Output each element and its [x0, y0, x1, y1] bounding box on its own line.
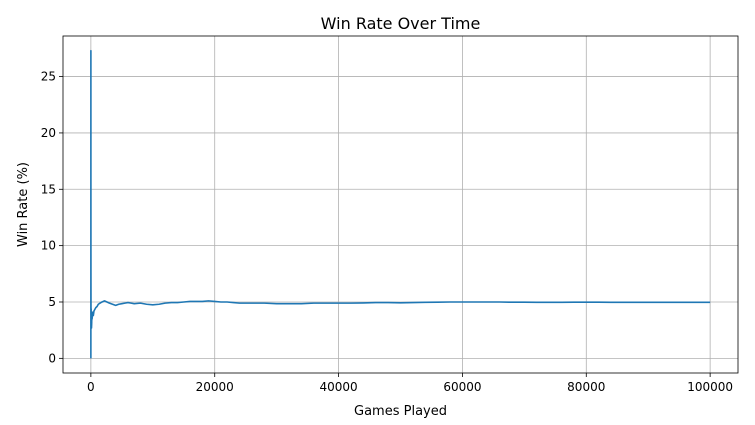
plot-frame — [62, 35, 739, 374]
y-tick-label: 15 — [41, 182, 56, 196]
y-tick-label: 25 — [41, 70, 56, 84]
grid — [63, 36, 738, 373]
chart-title: Win Rate Over Time — [321, 14, 481, 33]
y-tick-label: 0 — [48, 351, 56, 365]
x-tick-label: 100000 — [687, 380, 733, 394]
y-tick-label: 5 — [48, 295, 56, 309]
x-tick-label: 40000 — [319, 380, 357, 394]
series-layer — [90, 49, 711, 359]
x-tick-label: 60000 — [443, 380, 481, 394]
win-rate-series-line — [90, 49, 711, 359]
y-tick-label: 10 — [41, 239, 56, 253]
x-tick-label: 20000 — [196, 380, 234, 394]
x-tick-label: 80000 — [567, 380, 605, 394]
ticks: 0 20000 40000 60000 80000 100000 0 5 10 15 20 25 — [41, 70, 733, 394]
y-axis-label: Win Rate (%) — [16, 162, 31, 247]
x-tick-label: 0 — [87, 380, 95, 394]
y-tick-label: 20 — [41, 126, 56, 140]
x-axis-label: Games Played — [354, 404, 447, 419]
